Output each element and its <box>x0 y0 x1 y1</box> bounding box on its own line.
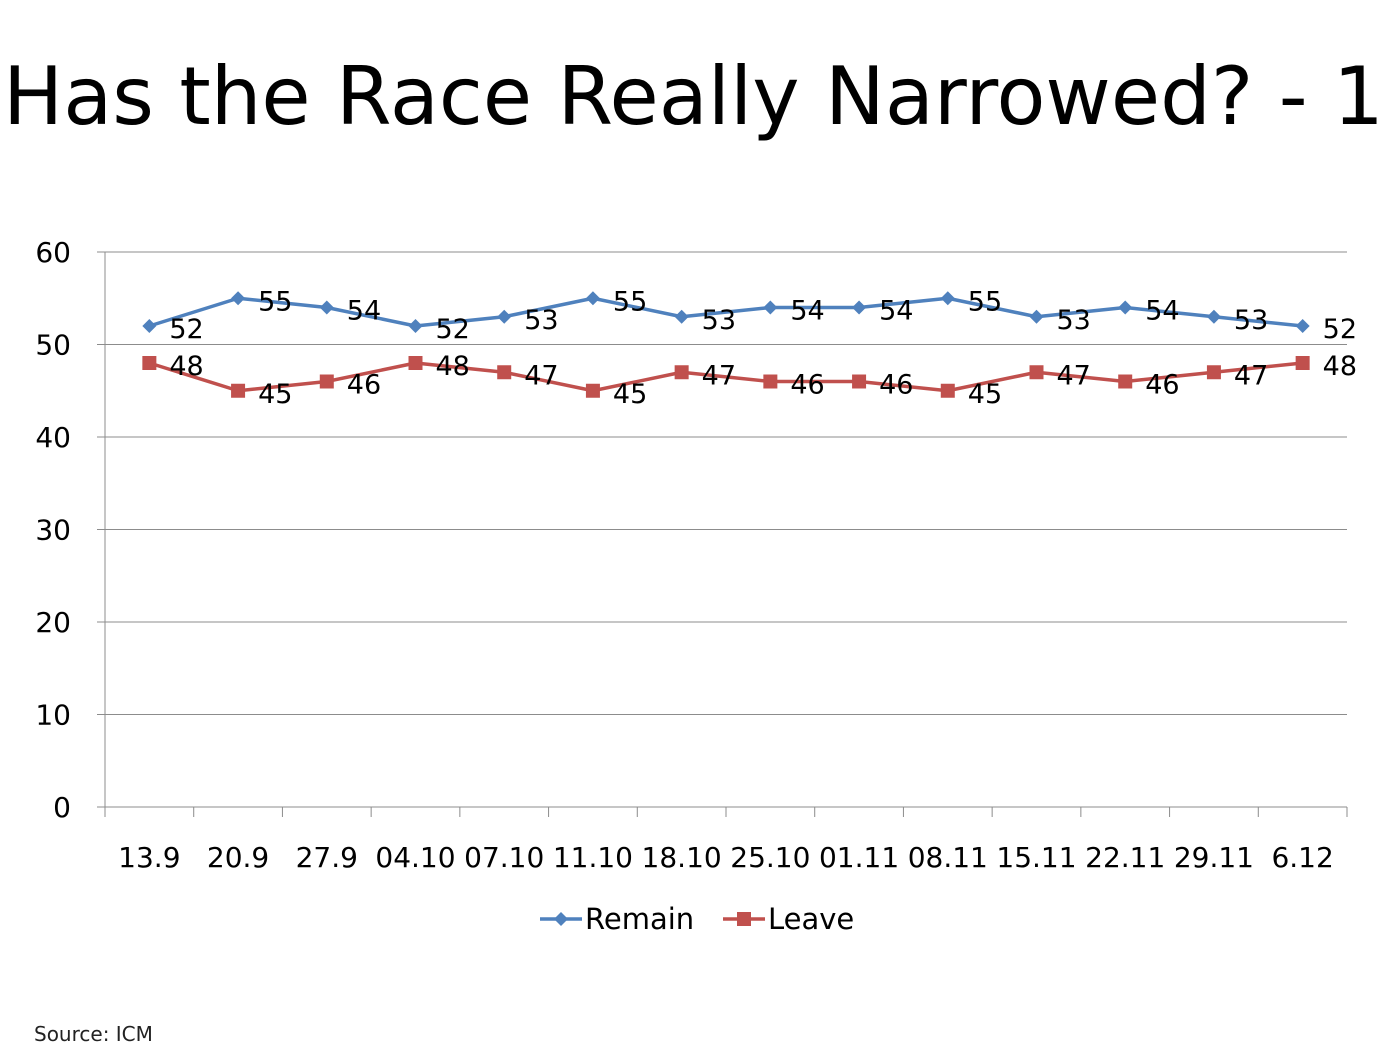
data-labels: 52 55 54 52 53 55 53 54 54 55 53 54 53 52 48 45 46 48 47 45… <box>169 286 1357 410</box>
legend: Remain Leave <box>540 902 854 936</box>
data-label: 46 <box>790 370 824 401</box>
series-remain <box>142 291 1310 333</box>
data-label: 46 <box>879 370 913 401</box>
legend-marker <box>554 912 568 926</box>
data-label: 55 <box>258 286 292 317</box>
series-line <box>148 296 1303 328</box>
data-label: 54 <box>879 296 913 327</box>
data-point <box>319 374 334 389</box>
legend-label: Remain <box>585 902 694 936</box>
data-point <box>852 374 867 389</box>
series-lines <box>142 291 1310 398</box>
data-point <box>940 291 955 306</box>
data-point <box>674 365 689 380</box>
data-point <box>1206 365 1221 380</box>
x-tick-label: 18.10 <box>642 841 722 874</box>
data-label: 52 <box>436 314 470 345</box>
data-point <box>408 356 423 370</box>
x-tick-label: 27.9 <box>296 841 358 874</box>
data-point <box>674 309 689 324</box>
x-tick-label: 25.10 <box>730 841 810 874</box>
y-tick-label: 0 <box>53 791 71 824</box>
x-tick-label: 22.11 <box>1085 841 1165 874</box>
data-point <box>1118 374 1133 389</box>
y-tick-label: 60 <box>35 236 71 269</box>
data-label: 48 <box>169 351 203 382</box>
data-point <box>585 291 600 306</box>
data-label: 47 <box>1234 360 1268 391</box>
series-line <box>148 361 1303 393</box>
x-axis-tick-labels: 13.9 20.9 27.9 04.10 07.10 11.10 18.10 25.10 01.… <box>118 841 1334 874</box>
x-tick-label: 13.9 <box>118 841 180 874</box>
y-tick-label: 40 <box>35 421 71 454</box>
x-tick-label: 20.9 <box>207 841 269 874</box>
data-point <box>763 300 778 315</box>
data-label: 46 <box>347 370 381 401</box>
axes <box>97 251 1348 817</box>
gridlines <box>105 251 1347 715</box>
data-label: 54 <box>790 296 824 327</box>
x-tick-label: 29.11 <box>1174 841 1254 874</box>
data-point <box>231 291 246 306</box>
data-point <box>1029 309 1044 324</box>
legend-item-remain: Remain <box>540 902 694 936</box>
data-label: 48 <box>436 351 470 382</box>
data-point <box>142 356 157 370</box>
x-tick-label: 07.10 <box>464 841 544 874</box>
data-label: 47 <box>702 360 736 391</box>
y-tick-label: 20 <box>35 606 71 639</box>
y-tick-label: 30 <box>35 514 71 547</box>
data-label: 55 <box>613 286 647 317</box>
x-tick-label: 01.11 <box>819 841 899 874</box>
data-point <box>585 383 600 398</box>
data-point <box>1295 319 1310 333</box>
data-label: 55 <box>968 286 1002 317</box>
data-point <box>1118 300 1133 315</box>
x-tick-label: 04.10 <box>375 841 455 874</box>
data-point <box>1295 356 1310 370</box>
y-tick-label: 10 <box>35 699 71 732</box>
data-point <box>231 383 246 398</box>
data-label: 52 <box>1323 314 1357 345</box>
source-note: Source: ICM <box>34 1022 153 1046</box>
y-tick-label: 50 <box>35 329 71 362</box>
data-point <box>763 374 778 389</box>
series-leave <box>142 356 1310 398</box>
data-label: 54 <box>1145 296 1179 327</box>
x-tick-label: 08.11 <box>908 841 988 874</box>
data-label: 53 <box>524 305 558 336</box>
legend-item-leave: Leave <box>723 902 854 936</box>
x-tick-label: 11.10 <box>553 841 633 874</box>
data-point <box>852 300 867 315</box>
data-point <box>1029 365 1044 380</box>
data-label: 47 <box>524 360 558 391</box>
data-point <box>142 319 157 333</box>
data-point <box>497 365 512 380</box>
data-label: 53 <box>1234 305 1268 336</box>
data-label: 54 <box>347 296 381 327</box>
x-tick-label: 15.11 <box>996 841 1076 874</box>
data-label: 47 <box>1057 360 1091 391</box>
x-tick-label: 6.12 <box>1271 841 1333 874</box>
slide-title: Has the Race Really Narrowed? - 1 <box>3 50 1384 143</box>
data-point <box>497 309 512 324</box>
data-point <box>319 300 334 315</box>
data-label: 45 <box>968 379 1002 410</box>
data-label: 45 <box>258 379 292 410</box>
legend-label: Leave <box>768 902 854 936</box>
data-point <box>940 383 955 398</box>
y-axis-tick-labels: 0 10 20 30 40 50 60 <box>35 236 71 824</box>
data-label: 52 <box>169 314 203 345</box>
legend-marker <box>737 912 751 926</box>
data-label: 53 <box>1057 305 1091 336</box>
data-label: 45 <box>613 379 647 410</box>
data-point <box>408 319 423 333</box>
data-point <box>1206 309 1221 324</box>
data-label: 53 <box>702 305 736 336</box>
data-label: 46 <box>1145 370 1179 401</box>
data-label: 48 <box>1323 351 1357 382</box>
